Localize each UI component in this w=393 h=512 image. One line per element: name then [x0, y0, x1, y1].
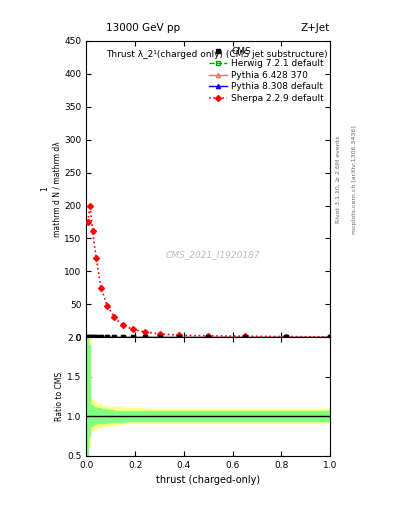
- CMS: [85, 334, 90, 340]
- Pythia 6.428 370: [130, 334, 135, 340]
- Herwig 7.2.1 default: [121, 334, 125, 340]
- Pythia 8.308 default: [284, 334, 288, 340]
- Line: Pythia 6.428 370: Pythia 6.428 370: [86, 335, 332, 339]
- Pythia 6.428 370: [157, 334, 162, 340]
- Herwig 7.2.1 default: [143, 334, 147, 340]
- Sherpa 2.2.9 default: [88, 202, 92, 208]
- Y-axis label: 1
mathrm d N / mathrm dλ: 1 mathrm d N / mathrm dλ: [40, 141, 62, 237]
- Line: CMS: CMS: [85, 335, 332, 339]
- CMS: [284, 334, 288, 340]
- Text: 13000 GeV pp: 13000 GeV pp: [106, 23, 180, 33]
- Herwig 7.2.1 default: [85, 334, 90, 340]
- Line: Sherpa 2.2.9 default: Sherpa 2.2.9 default: [86, 203, 332, 339]
- Pythia 6.428 370: [112, 334, 117, 340]
- Pythia 8.308 default: [99, 334, 103, 340]
- Sherpa 2.2.9 default: [99, 285, 103, 291]
- CMS: [88, 334, 92, 340]
- Legend: CMS, Herwig 7.2.1 default, Pythia 6.428 370, Pythia 8.308 default, Sherpa 2.2.9 : CMS, Herwig 7.2.1 default, Pythia 6.428 …: [208, 46, 326, 105]
- CMS: [242, 334, 247, 340]
- Pythia 8.308 default: [85, 334, 90, 340]
- Pythia 8.308 default: [242, 334, 247, 340]
- Pythia 8.308 default: [177, 334, 182, 340]
- Sherpa 2.2.9 default: [90, 227, 95, 233]
- Pythia 8.308 default: [121, 334, 125, 340]
- Sherpa 2.2.9 default: [112, 314, 117, 321]
- Pythia 6.428 370: [177, 334, 182, 340]
- Herwig 7.2.1 default: [284, 334, 288, 340]
- Sherpa 2.2.9 default: [143, 329, 147, 335]
- Herwig 7.2.1 default: [328, 334, 332, 340]
- Sherpa 2.2.9 default: [206, 333, 211, 339]
- Sherpa 2.2.9 default: [121, 322, 125, 328]
- CMS: [157, 334, 162, 340]
- Pythia 8.308 default: [94, 334, 99, 340]
- CMS: [94, 334, 99, 340]
- Pythia 6.428 370: [242, 334, 247, 340]
- CMS: [328, 334, 332, 340]
- Pythia 6.428 370: [85, 334, 90, 340]
- CMS: [121, 334, 125, 340]
- Pythia 8.308 default: [130, 334, 135, 340]
- Herwig 7.2.1 default: [242, 334, 247, 340]
- CMS: [206, 334, 211, 340]
- Pythia 6.428 370: [99, 334, 103, 340]
- Text: mcplots.cern.ch [arXiv:1306.3436]: mcplots.cern.ch [arXiv:1306.3436]: [352, 125, 357, 233]
- Sherpa 2.2.9 default: [242, 333, 247, 339]
- Sherpa 2.2.9 default: [328, 334, 332, 340]
- Herwig 7.2.1 default: [94, 334, 99, 340]
- Pythia 8.308 default: [157, 334, 162, 340]
- Herwig 7.2.1 default: [157, 334, 162, 340]
- CMS: [177, 334, 182, 340]
- Pythia 8.308 default: [328, 334, 332, 340]
- Sherpa 2.2.9 default: [157, 331, 162, 337]
- Herwig 7.2.1 default: [90, 334, 95, 340]
- Y-axis label: Ratio to CMS: Ratio to CMS: [55, 372, 64, 421]
- Pythia 8.308 default: [88, 334, 92, 340]
- Pythia 6.428 370: [284, 334, 288, 340]
- Pythia 6.428 370: [206, 334, 211, 340]
- Pythia 6.428 370: [88, 334, 92, 340]
- Sherpa 2.2.9 default: [94, 255, 99, 261]
- Sherpa 2.2.9 default: [284, 333, 288, 339]
- Herwig 7.2.1 default: [206, 334, 211, 340]
- Herwig 7.2.1 default: [105, 334, 110, 340]
- Herwig 7.2.1 default: [130, 334, 135, 340]
- Pythia 8.308 default: [112, 334, 117, 340]
- Sherpa 2.2.9 default: [177, 332, 182, 338]
- Text: Thrust λ_2¹(charged only) (CMS jet substructure): Thrust λ_2¹(charged only) (CMS jet subst…: [106, 50, 328, 59]
- CMS: [143, 334, 147, 340]
- Line: Pythia 8.308 default: Pythia 8.308 default: [86, 335, 332, 339]
- Pythia 6.428 370: [105, 334, 110, 340]
- Pythia 8.308 default: [143, 334, 147, 340]
- Text: Rivet 3.1.10, ≥ 2.6M events: Rivet 3.1.10, ≥ 2.6M events: [336, 136, 341, 223]
- CMS: [90, 334, 95, 340]
- CMS: [130, 334, 135, 340]
- Text: CMS_2021_I1920187: CMS_2021_I1920187: [166, 250, 261, 259]
- Pythia 8.308 default: [90, 334, 95, 340]
- Herwig 7.2.1 default: [99, 334, 103, 340]
- Pythia 6.428 370: [121, 334, 125, 340]
- Text: Z+Jet: Z+Jet: [301, 23, 330, 33]
- Pythia 6.428 370: [90, 334, 95, 340]
- Pythia 8.308 default: [206, 334, 211, 340]
- Sherpa 2.2.9 default: [105, 303, 110, 309]
- Pythia 6.428 370: [94, 334, 99, 340]
- CMS: [112, 334, 117, 340]
- Sherpa 2.2.9 default: [130, 326, 135, 332]
- Pythia 8.308 default: [105, 334, 110, 340]
- Line: Herwig 7.2.1 default: Herwig 7.2.1 default: [86, 335, 332, 339]
- Pythia 6.428 370: [143, 334, 147, 340]
- Pythia 6.428 370: [328, 334, 332, 340]
- X-axis label: thrust (charged-only): thrust (charged-only): [156, 475, 260, 485]
- Sherpa 2.2.9 default: [85, 219, 90, 225]
- Herwig 7.2.1 default: [112, 334, 117, 340]
- CMS: [105, 334, 110, 340]
- Herwig 7.2.1 default: [177, 334, 182, 340]
- CMS: [99, 334, 103, 340]
- Herwig 7.2.1 default: [88, 334, 92, 340]
